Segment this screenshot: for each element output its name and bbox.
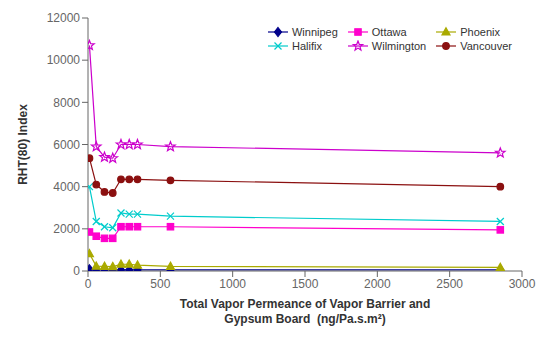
svg-text:1000: 1000: [219, 277, 246, 291]
svg-text:0: 0: [85, 277, 92, 291]
svg-text:2000: 2000: [364, 277, 391, 291]
svg-text:10000: 10000: [47, 53, 81, 67]
svg-text:2500: 2500: [436, 277, 463, 291]
html-text:Ottawa: Ottawa: [371, 26, 407, 38]
html-text:Gypsum Board (ng/Pa.s.m²): Gypsum Board (ng/Pa.s.m²): [224, 312, 386, 326]
html-text:Wilmington: Wilmington: [371, 40, 427, 52]
svg-text:RHT(80) Index: RHT(80) Index: [16, 104, 30, 185]
svg-text:4000: 4000: [53, 180, 80, 194]
svg-text:6000: 6000: [53, 138, 80, 152]
svg-text:3000: 3000: [509, 277, 536, 291]
html-text:Halifix: Halifix: [292, 40, 322, 52]
svg-text:8000: 8000: [53, 96, 80, 110]
svg-text:12000: 12000: [47, 11, 81, 25]
svg-text:0: 0: [73, 264, 80, 278]
svg-text:1500: 1500: [292, 277, 319, 291]
svg-text:2000: 2000: [53, 222, 80, 236]
svg-text:500: 500: [150, 277, 170, 291]
html-text:Phoenix: Phoenix: [460, 26, 500, 38]
html-text:Winnipeg: Winnipeg: [292, 26, 338, 38]
html-text:Vancouver: Vancouver: [460, 40, 512, 52]
html-text:Total Vapor Permeance of Vapor: Total Vapor Permeance of Vapor Barrier a…: [179, 297, 431, 311]
